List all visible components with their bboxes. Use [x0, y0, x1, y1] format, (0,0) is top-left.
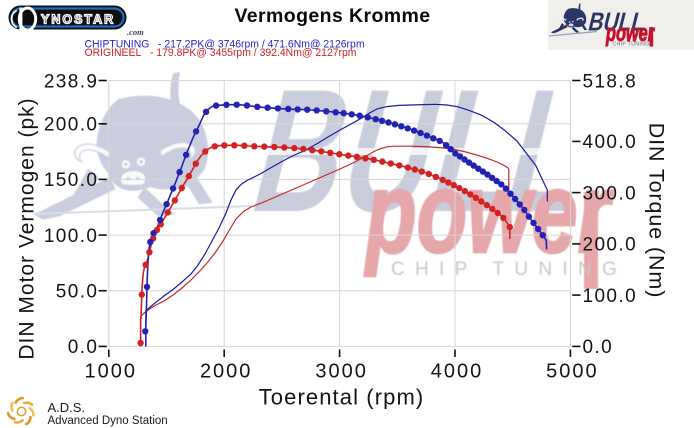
svg-text:CHIPTUNING - 217.2PK@ 3746rp: CHIPTUNING - 217.2PK@ 3746rpm / 471.6Nm@…	[85, 38, 365, 50]
svg-text:.com: .com	[127, 27, 144, 37]
svg-text:CHIP TUNING: CHIP TUNING	[613, 41, 650, 47]
svg-text:300.0: 300.0	[583, 183, 638, 204]
svg-text:Vermogens Kromme: Vermogens Kromme	[234, 5, 430, 27]
svg-text:3000: 3000	[315, 361, 368, 383]
svg-text:0.0: 0.0	[68, 337, 99, 358]
svg-text:A.D.S.: A.D.S.	[48, 400, 86, 415]
svg-text:238.9: 238.9	[44, 71, 99, 92]
svg-text:50.0: 50.0	[56, 282, 99, 303]
svg-text:BULL: BULL	[585, 8, 648, 37]
svg-text:518.8: 518.8	[583, 71, 638, 92]
svg-text:YNOSTAR: YNOSTAR	[41, 13, 115, 27]
svg-text:ORIGINEEL - 179.8PK@ 3455rpm: ORIGINEEL - 179.8PK@ 3455rpm / 392.4Nm@ …	[85, 47, 357, 59]
svg-text:400.0: 400.0	[583, 132, 638, 153]
svg-text:100.0: 100.0	[583, 286, 638, 307]
svg-text:4000: 4000	[431, 361, 484, 383]
svg-text:1000: 1000	[85, 361, 138, 383]
svg-text:Toerental (rpm): Toerental (rpm)	[259, 385, 425, 410]
svg-text:0.0: 0.0	[583, 337, 614, 358]
svg-text:2000: 2000	[200, 361, 253, 383]
svg-text:CHIP TUNING: CHIP TUNING	[391, 259, 627, 280]
svg-text:DIN Torque (Nm): DIN Torque (Nm)	[645, 123, 669, 299]
svg-text:200.0: 200.0	[583, 235, 638, 256]
svg-text:power: power	[605, 20, 655, 47]
svg-text:5000: 5000	[546, 361, 599, 383]
svg-text:DIN Motor Vermogen (pk): DIN Motor Vermogen (pk)	[16, 97, 39, 359]
svg-text:200.0: 200.0	[44, 115, 99, 136]
svg-text:150.0: 150.0	[44, 170, 99, 191]
svg-text:Advanced Dyno Station: Advanced Dyno Station	[48, 415, 168, 427]
svg-text:power: power	[364, 149, 614, 278]
svg-text:100.0: 100.0	[44, 226, 99, 247]
